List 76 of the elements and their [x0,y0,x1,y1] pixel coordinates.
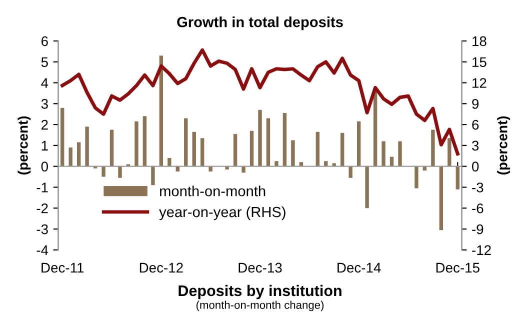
text: (month-on-month change) [196,300,324,312]
bar [233,134,238,166]
y2-axis-title: (percent) [497,116,510,174]
bar [76,142,81,166]
bar [439,166,444,230]
bar [282,113,287,166]
y2-tick-label: 3 [472,140,479,151]
bar [258,110,262,166]
y2-tick-label: -3 [472,182,484,192]
bar [159,56,164,166]
y-tick-label: -3 [36,224,48,234]
bar [151,166,155,186]
bar [85,126,89,166]
bar [266,118,270,166]
bar [448,138,452,166]
y-tick-label: 2 [41,120,48,130]
y2-tick-label: -9 [472,224,484,234]
line-series [60,48,460,156]
x-tick-label: Dec-12 [140,262,183,273]
bar [456,166,460,190]
bar [60,108,64,166]
bar [250,130,254,166]
legend-label: month-on-month [160,186,266,196]
y-tick-label: 0 [41,162,48,172]
bar [299,162,304,166]
y-tick-label: -1 [36,182,48,192]
y-tick-label: 3 [41,98,48,109]
bar [324,161,328,166]
y-tick-label: -4 [36,245,48,255]
bar [398,141,402,166]
y2-tick-label: 9 [472,98,479,109]
bar [414,166,418,188]
y2-tick-label: 0 [472,162,479,172]
bar [274,161,278,166]
bar [291,140,295,166]
bar [316,132,320,166]
bar [192,132,196,166]
bar [332,163,336,166]
x-tick-label: Dec-11 [42,262,84,273]
bar [208,166,212,172]
y-axis-title: (percent) [18,116,31,174]
bar [102,166,106,177]
bar [200,138,204,166]
x-tick-label: Dec-15 [436,262,480,273]
bar [431,130,435,166]
y2-tick-label: 15 [472,57,486,68]
chart-title: Growth in total deposits [177,16,343,30]
bar [242,166,246,173]
bar [373,91,378,166]
text: Deposits by institution [178,284,342,300]
bar [68,148,72,166]
y2-tick-label: 12 [472,78,486,88]
bar [382,141,386,166]
y-tick-label: 1 [42,140,48,150]
bar [110,130,114,166]
bar [390,156,394,166]
y-tick-label: -2 [36,203,48,214]
y-tick-label: 4 [41,78,48,88]
bar [118,166,122,178]
bar [365,166,369,208]
legend-label: year-on-year (RHS) [159,206,286,220]
bar [134,121,138,166]
bar [356,121,361,166]
x-tick-label: Dec-13 [238,262,282,273]
bar [340,132,344,166]
bar [142,116,147,166]
y2-tick-label: 6 [472,120,479,130]
x-tick-label: Dec-14 [338,262,381,273]
bar [348,166,352,178]
bar [184,118,188,166]
y2-tick-label: 18 [472,36,486,46]
y-tick-label: 5 [41,57,48,68]
y2-tick-label: -6 [472,203,484,214]
bar [168,158,172,166]
y-tick-label: 6 [42,36,48,46]
y2-tick-label: -12 [472,245,491,255]
